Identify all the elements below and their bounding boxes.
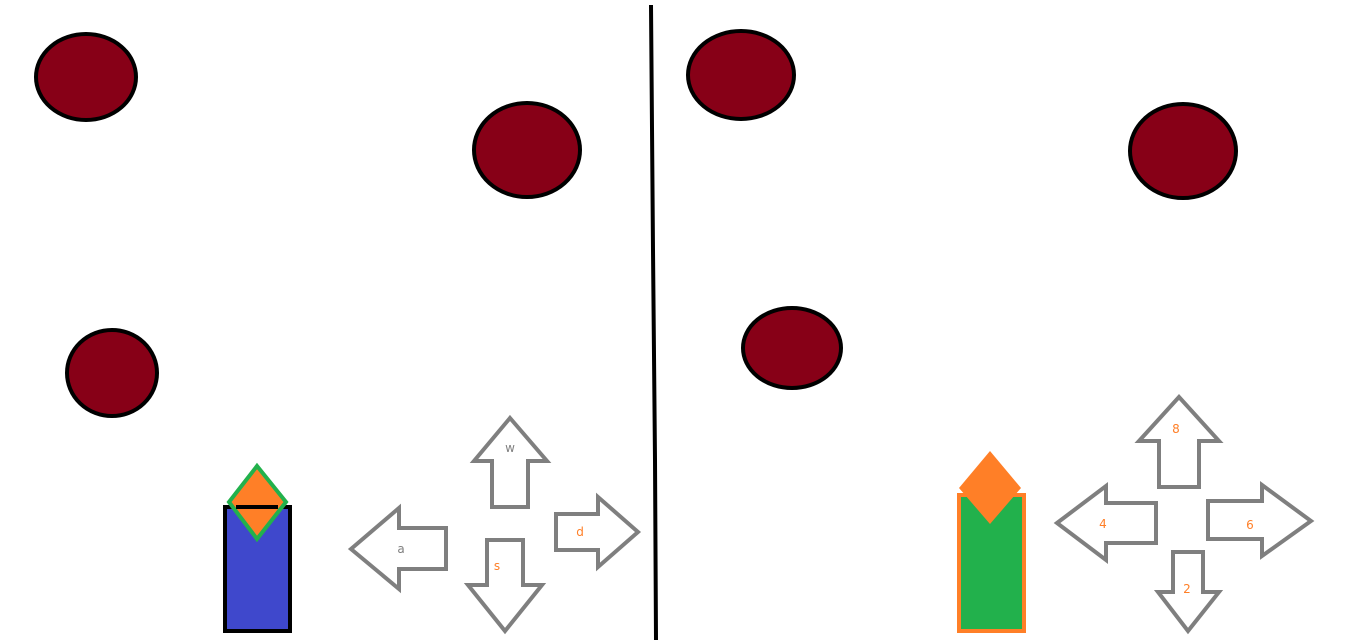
ball xyxy=(741,306,843,390)
control-left-label: 4 xyxy=(1099,517,1107,531)
control-left-arrow-icon[interactable]: 4 xyxy=(1053,481,1158,565)
control-right-arrow-icon[interactable]: d xyxy=(554,492,642,572)
control-right-label: d xyxy=(576,525,584,539)
control-right-label: 6 xyxy=(1246,518,1254,532)
player2-area: 8 4 2 6 xyxy=(686,29,1315,635)
ball xyxy=(65,328,159,418)
control-down-label: s xyxy=(494,559,500,573)
player2-controls: 8 4 2 6 xyxy=(1053,394,1315,635)
ball xyxy=(34,32,138,122)
player2-gem xyxy=(959,451,1021,524)
ball xyxy=(472,101,582,199)
control-down-arrow-icon[interactable]: s xyxy=(463,538,547,635)
player1-character xyxy=(223,462,292,633)
player2-character xyxy=(957,451,1026,633)
control-left-arrow-icon[interactable]: a xyxy=(347,503,448,594)
control-up-arrow-icon[interactable]: w xyxy=(469,414,552,509)
control-up-label: 8 xyxy=(1172,422,1180,436)
control-left-label: a xyxy=(397,542,404,556)
player1-gem xyxy=(226,462,289,543)
control-down-arrow-icon[interactable]: 2 xyxy=(1153,550,1224,635)
control-up-label: w xyxy=(505,441,515,455)
ball xyxy=(1128,102,1238,200)
control-up-arrow-icon[interactable]: 8 xyxy=(1134,394,1224,489)
player1-area: w a s d xyxy=(34,32,642,635)
control-down-label: 2 xyxy=(1183,582,1191,596)
control-right-arrow-icon[interactable]: 6 xyxy=(1206,481,1315,560)
player1-controls: w a s d xyxy=(347,414,642,635)
ball xyxy=(686,29,796,121)
split-screen-divider xyxy=(649,4,658,641)
